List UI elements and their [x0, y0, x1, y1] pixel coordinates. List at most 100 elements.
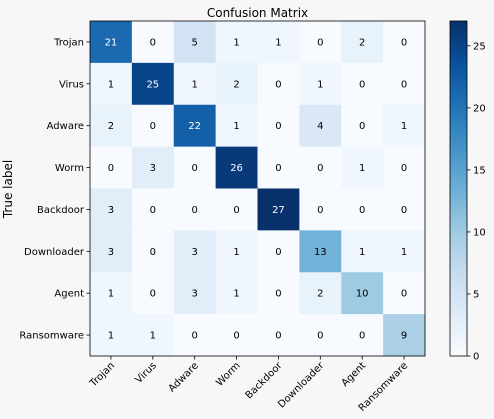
cell-value-label: 0 — [359, 331, 365, 342]
cell-value-label: 1 — [233, 289, 239, 300]
cell-value-label: 27 — [272, 205, 285, 216]
matrix-cell — [341, 21, 384, 64]
cell-value-label: 3 — [192, 247, 198, 258]
cell-value-label: 1 — [192, 79, 198, 90]
cell-value-label: 0 — [317, 163, 323, 174]
cell-value-label: 0 — [192, 205, 198, 216]
matrix-cell — [131, 21, 175, 64]
matrix-cell — [215, 62, 258, 106]
cell-value-label: 0 — [275, 163, 281, 174]
matrix-cell — [257, 188, 300, 231]
matrix-cell — [131, 146, 175, 189]
cell-value-label: 21 — [105, 37, 118, 48]
cell-value-label: 9 — [401, 331, 407, 342]
matrix-cell — [215, 21, 258, 64]
matrix-cells: 21 0 5 1 1 0 2 01 25 1 2 0 1 0 02 0 22 1 0 4 0 10 3 0 26 0 0 1 03 0 0 0… — [90, 21, 426, 357]
cell-value-label: 3 — [192, 289, 198, 300]
cell-value-label: 3 — [150, 163, 156, 174]
cell-value-label: 0 — [150, 289, 156, 300]
colorbar-tick-label: 20 — [473, 103, 486, 114]
matrix-cell — [257, 272, 300, 315]
cell-value-label: 26 — [230, 163, 243, 174]
matrix-cell — [131, 314, 175, 357]
matrix-cell — [215, 272, 258, 315]
matrix-cell — [341, 230, 384, 273]
matrix-cell — [383, 21, 426, 64]
matrix-cell — [173, 272, 217, 315]
matrix-cell — [341, 314, 384, 357]
cell-value-label: 0 — [275, 121, 281, 132]
matrix-cell — [131, 62, 175, 106]
cell-value-label: 0 — [150, 247, 156, 258]
matrix-cell — [173, 314, 217, 357]
cell-value-label: 0 — [233, 205, 239, 216]
y-tick-label: Trojan — [53, 37, 84, 48]
matrix-cell — [257, 230, 300, 273]
cell-value-label: 0 — [317, 205, 323, 216]
matrix-cell — [131, 104, 175, 148]
colorbar-tick-label: 5 — [473, 289, 479, 300]
cell-value-label: 1 — [359, 247, 365, 258]
matrix-cell — [341, 62, 384, 106]
cell-value-label: 0 — [317, 37, 323, 48]
cell-value-label: 1 — [401, 121, 407, 132]
matrix-cell — [131, 188, 175, 231]
cell-value-label: 0 — [275, 79, 281, 90]
y-tick-label: Downloader — [24, 247, 85, 258]
cell-value-label: 0 — [150, 121, 156, 132]
cell-value-label: 2 — [359, 37, 365, 48]
cell-value-label: 2 — [317, 289, 323, 300]
cell-value-label: 5 — [192, 37, 198, 48]
cell-value-label: 1 — [233, 37, 239, 48]
cell-value-label: 0 — [359, 79, 365, 90]
y-tick-labels: Trojan Virus Adware Worm Backdoor Downloader A… — [19, 37, 90, 342]
cell-value-label: 13 — [314, 247, 327, 258]
cell-value-label: 1 — [150, 331, 156, 342]
cell-value-label: 0 — [150, 37, 156, 48]
y-tick-label: Agent — [54, 289, 84, 300]
matrix-cell — [299, 62, 342, 106]
matrix-cell — [299, 230, 342, 273]
matrix-cell — [215, 230, 258, 273]
matrix-cell — [173, 21, 217, 64]
matrix-cell — [341, 104, 384, 148]
matrix-cell — [383, 272, 426, 315]
matrix-cell — [90, 272, 133, 315]
cell-value-label: 4 — [317, 121, 323, 132]
matrix-cell — [383, 104, 426, 148]
cell-value-label: 3 — [108, 205, 114, 216]
cell-value-label: 0 — [401, 37, 407, 48]
matrix-cell — [257, 104, 300, 148]
cell-value-label: 25 — [146, 79, 159, 90]
cell-value-label: 0 — [275, 331, 281, 342]
cell-value-label: 2 — [233, 79, 239, 90]
matrix-cell — [383, 314, 426, 357]
matrix-cell — [90, 21, 133, 64]
matrix-cell — [341, 188, 384, 231]
matrix-cell — [299, 314, 342, 357]
matrix-cell — [383, 230, 426, 273]
cell-value-label: 1 — [233, 121, 239, 132]
cell-value-label: 0 — [192, 331, 198, 342]
cell-value-label: 0 — [150, 205, 156, 216]
cell-value-label: 1 — [233, 247, 239, 258]
matrix-cell — [90, 62, 133, 106]
matrix-cell — [90, 104, 133, 148]
matrix-cell — [383, 188, 426, 231]
matrix-cell — [215, 104, 258, 148]
colorbar-tick-label: 0 — [473, 352, 479, 363]
matrix-cell — [215, 146, 258, 189]
matrix-cell — [90, 230, 133, 273]
matrix-cell — [299, 188, 342, 231]
cell-value-label: 0 — [108, 163, 114, 174]
matrix-cell — [299, 272, 342, 315]
cell-value-label: 1 — [317, 79, 323, 90]
cell-value-label: 0 — [359, 121, 365, 132]
matrix-cell — [257, 62, 300, 106]
matrix-cell — [215, 188, 258, 231]
cell-value-label: 1 — [359, 163, 365, 174]
cell-value-label: 1 — [108, 289, 114, 300]
chart-title: Confusion Matrix — [207, 6, 308, 20]
cell-value-label: 0 — [192, 163, 198, 174]
matrix-cell — [341, 146, 384, 189]
